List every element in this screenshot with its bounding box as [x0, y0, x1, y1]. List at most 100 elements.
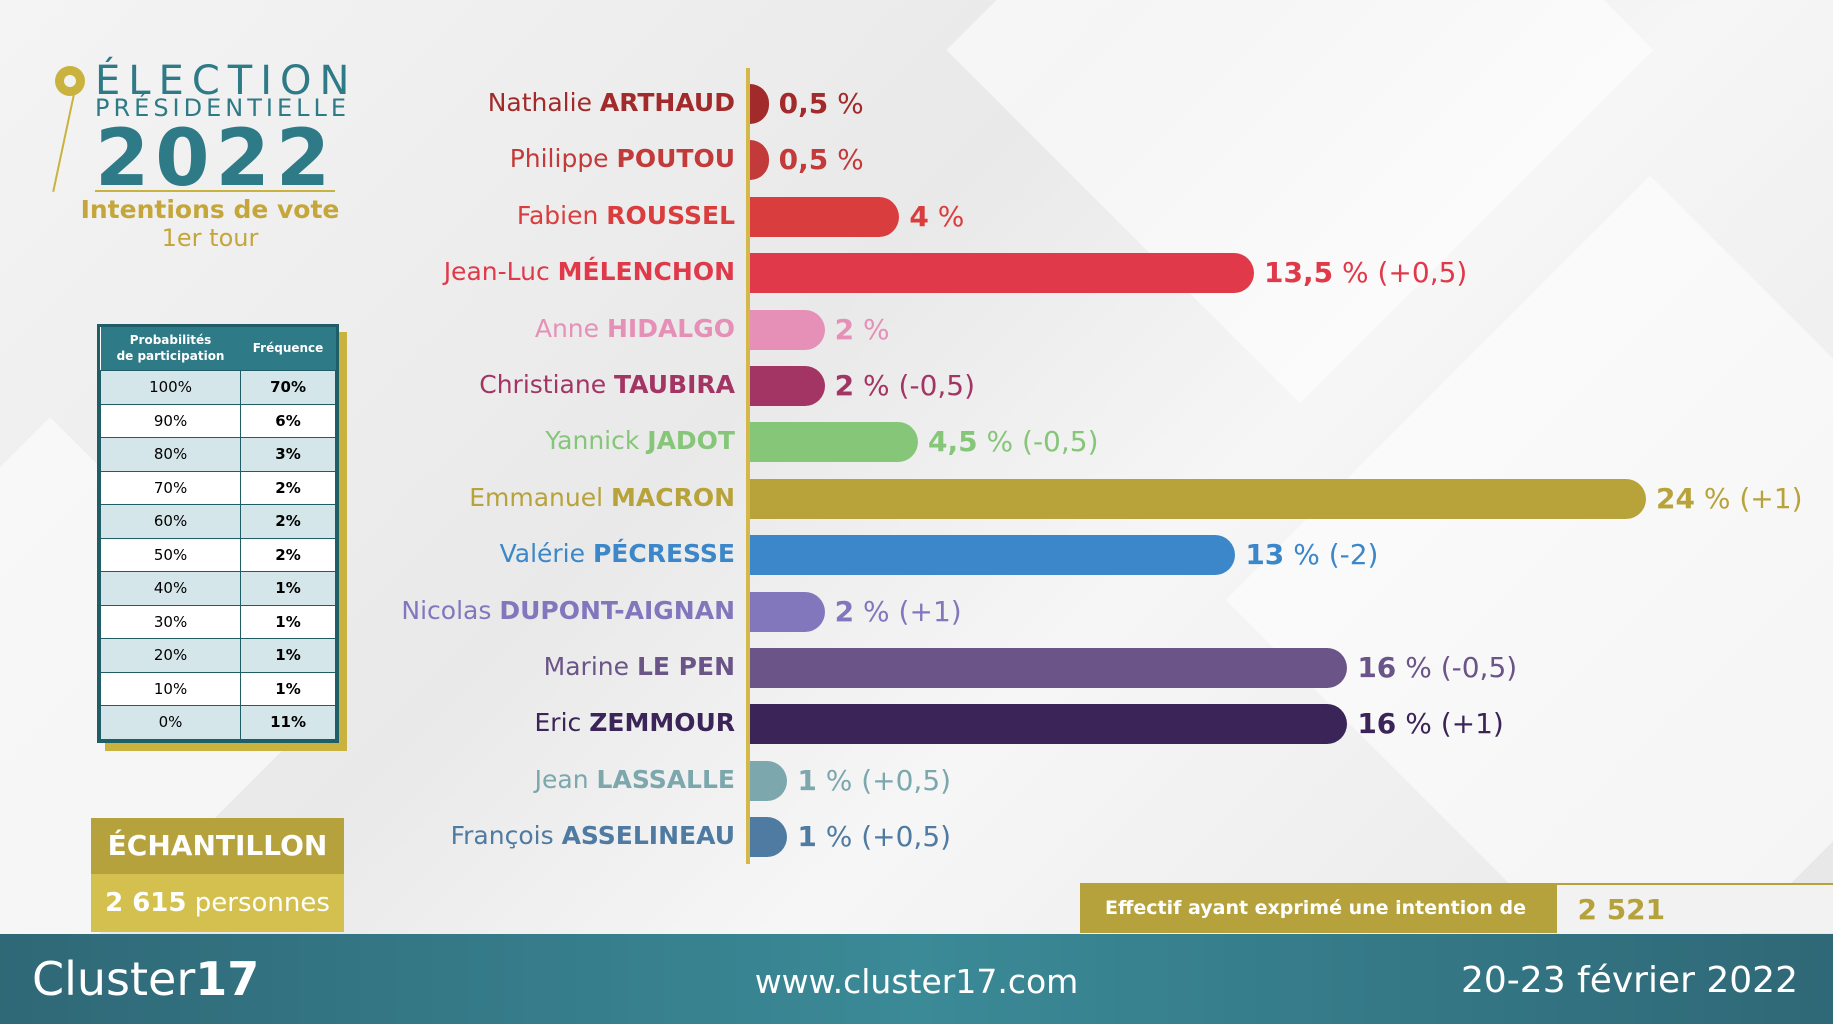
bar	[750, 140, 769, 181]
candidate-label: Eric ZEMMOUR	[535, 708, 735, 737]
bar	[750, 366, 825, 406]
candidate-label: Emmanuel MACRON	[469, 483, 735, 512]
candidate-first-name: Nathalie	[487, 88, 600, 117]
frequency-cell: 1%	[240, 638, 336, 673]
candidate-first-name: Fabien	[516, 200, 607, 230]
probability-cell: 70%	[99, 470, 242, 506]
candidate-first-name: Emmanuel	[469, 482, 611, 512]
participation-table: Probabilités de participation Fréquence …	[97, 324, 339, 743]
candidate-first-name: Christiane	[479, 370, 615, 399]
candidate-label: Fabien ROUSSEL	[517, 201, 735, 230]
probability-cell: 80%	[99, 437, 242, 472]
probability-cell: 90%	[99, 403, 242, 439]
bar	[750, 196, 900, 237]
candidate-first-name: Jean	[534, 764, 597, 794]
candidate-first-name: Valérie	[499, 539, 593, 569]
frequency-cell: 2%	[240, 537, 336, 573]
value-change: (-0,5)	[1431, 651, 1518, 684]
logo-number: 17	[195, 952, 260, 1006]
candidate-first-name: Philippe	[509, 144, 617, 174]
table-header-frequency: Fréquence	[240, 327, 336, 371]
value-number: 2	[834, 312, 855, 346]
candidate-last-name: ROUSSEL	[606, 200, 735, 230]
value-label: 2 % (+1)	[835, 595, 962, 628]
table-row: 50% 2%	[99, 537, 336, 573]
bar	[750, 478, 1646, 519]
bar	[750, 817, 788, 858]
candidate-label: Jean-Luc MÉLENCHON	[444, 257, 735, 286]
value-label: 2 % (-0,5)	[835, 369, 975, 402]
value-unit: %	[816, 820, 853, 854]
frequency-cell: 1%	[240, 571, 336, 606]
value-number: 16	[1357, 707, 1397, 741]
candidate-first-name: Jean-Luc	[443, 257, 558, 287]
subtitle-main: Intentions de vote	[80, 195, 340, 224]
candidate-first-name: Yannick	[545, 426, 648, 456]
value-unit: %	[977, 425, 1014, 459]
candidate-label: Philippe POUTOU	[510, 144, 735, 173]
candidate-label: Nathalie ARTHAUD	[488, 88, 735, 117]
value-change: (+0,5)	[1368, 256, 1468, 290]
value-label: 1 % (+0,5)	[797, 820, 951, 853]
sample-box: ÉCHANTILLON 2 615 personnes	[91, 818, 344, 932]
frequency-cell: 70%	[240, 370, 336, 405]
effectif-value: 2 521 personnes	[1557, 883, 1833, 976]
value-change: (+1)	[1431, 707, 1504, 741]
website-link[interactable]: www.cluster17.com	[754, 962, 1079, 1001]
value-label: 13,5 % (+0,5)	[1264, 256, 1467, 289]
bar	[750, 84, 769, 124]
table-row: 40% 1%	[99, 571, 336, 606]
probability-cell: 10%	[99, 671, 242, 707]
value-unit: %	[1396, 651, 1432, 684]
candidate-first-name: Eric	[534, 708, 590, 738]
sample-unit: personnes	[194, 888, 330, 918]
value-unit: %	[1396, 707, 1432, 741]
value-unit: %	[1694, 481, 1731, 515]
candidate-first-name: Marine	[543, 652, 637, 681]
value-unit: %	[854, 594, 890, 628]
table-header-probability: Probabilités de participation	[100, 327, 241, 371]
bar	[750, 704, 1348, 745]
sample-label: ÉCHANTILLON	[91, 818, 344, 874]
value-number: 24	[1656, 481, 1695, 515]
value-number: 1	[797, 820, 817, 854]
value-label: 2 %	[835, 313, 890, 346]
table-row: 10% 1%	[99, 671, 336, 707]
value-unit: %	[828, 143, 864, 177]
table-row: 80% 3%	[99, 437, 336, 472]
value-number: 4,5	[928, 425, 978, 459]
value-number: 2	[834, 594, 855, 628]
value-unit: %	[854, 369, 890, 402]
bar	[750, 591, 825, 632]
sample-count-row: 2 615 personnes	[91, 874, 344, 932]
frequency-cell: 6%	[240, 403, 336, 439]
candidate-label: Nicolas DUPONT-AIGNAN	[401, 596, 735, 625]
candidate-label: Jean LASSALLE	[535, 765, 735, 794]
probability-cell: 40%	[99, 571, 242, 606]
value-number: 13,5	[1264, 256, 1334, 290]
table-row: 90% 6%	[99, 403, 336, 439]
candidate-label: Valérie PÉCRESSE	[500, 539, 735, 568]
candidate-last-name: TAUBIRA	[614, 370, 735, 399]
effectif-box: Effectif ayant exprimé une intention de …	[1080, 883, 1833, 976]
value-label: 0,5 %	[779, 143, 864, 176]
chart-axis	[746, 68, 750, 864]
bar	[750, 760, 788, 801]
probability-cell: 0%	[99, 705, 242, 740]
frequency-cell: 1%	[240, 604, 336, 640]
candidate-last-name: ASSELINEAU	[561, 821, 735, 851]
candidate-last-name: POUTOU	[616, 144, 735, 174]
election-logo: ÉLECTION PRÉSIDENTIELLE 2022	[52, 58, 349, 258]
value-number: 16	[1357, 651, 1397, 684]
candidate-last-name: ARTHAUD	[599, 88, 735, 117]
value-change: (-0,5)	[1013, 425, 1099, 459]
value-label: 13 % (-2)	[1245, 538, 1378, 571]
value-unit: %	[816, 763, 853, 797]
value-unit: %	[1333, 256, 1369, 290]
value-label: 4,5 % (-0,5)	[928, 425, 1099, 458]
value-change: (+1)	[889, 594, 962, 628]
subtitle: Intentions de vote 1er tour	[70, 195, 350, 252]
candidate-label: François ASSELINEAU	[451, 821, 735, 850]
frequency-cell: 1%	[240, 671, 336, 707]
subtitle-round: 1er tour	[161, 224, 259, 252]
